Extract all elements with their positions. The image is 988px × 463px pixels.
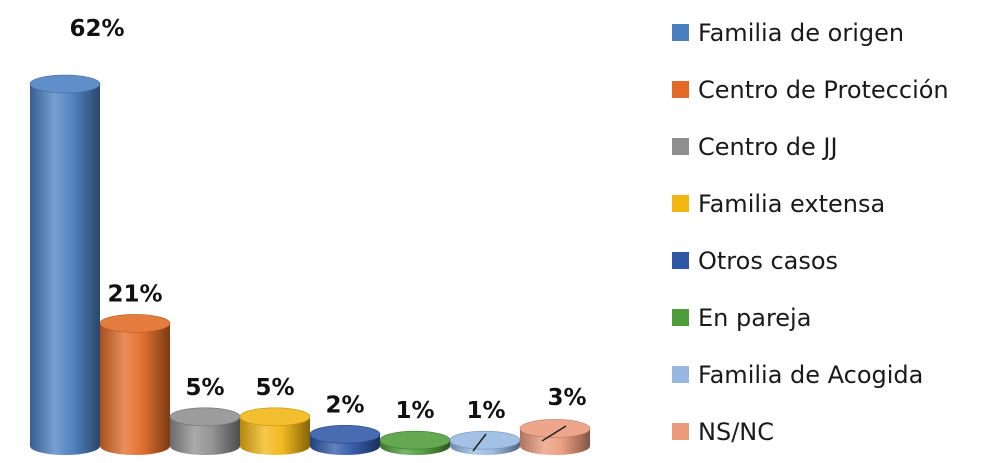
bar-top-centro-de-proteccion <box>99 314 171 333</box>
bar-top-familia-de-acogida <box>449 430 521 450</box>
legend-label: En pareja <box>698 303 812 332</box>
data-label-en-pareja: 1% <box>395 398 434 424</box>
data-label-centro-de-jj: 5% <box>185 375 224 401</box>
legend-label: Familia extensa <box>698 189 886 218</box>
data-label-familia-de-acogida: 1% <box>466 398 505 424</box>
legend-item-centro-de-jj: Centro de JJ <box>672 118 949 175</box>
legend-swatch <box>672 252 689 269</box>
bars <box>29 74 591 455</box>
legend-swatch <box>672 366 689 383</box>
legend-swatch <box>672 24 689 41</box>
bar-top-familia-extensa <box>239 407 311 427</box>
legend-swatch <box>672 423 689 440</box>
bar-top-en-pareja <box>379 430 451 450</box>
bar-familia-extensa <box>240 416 310 455</box>
legend-label: Familia de Acogida <box>698 360 924 389</box>
bar-centro-de-jj <box>170 416 240 455</box>
bar-top-centro-de-jj <box>169 407 241 427</box>
legend-swatch <box>672 195 689 212</box>
legend-item-familia-extensa: Familia extensa <box>672 175 949 232</box>
legend-swatch <box>672 81 689 98</box>
bar-top-familia-de-origen <box>29 74 101 94</box>
legend-item-familia-de-acogida: Familia de Acogida <box>672 346 949 403</box>
bar-centro-de-proteccion <box>100 323 170 455</box>
data-label-familia-extensa: 5% <box>255 375 294 401</box>
bar-top-ns-nc <box>519 419 591 438</box>
data-label-familia-de-origen: 62% <box>69 16 124 42</box>
legend-label: Familia de origen <box>698 18 905 47</box>
legend-label: Centro de Protección <box>698 75 949 104</box>
leader-line-familia-de-acogida <box>472 433 487 452</box>
data-label-ns-nc: 3% <box>547 385 586 411</box>
legend: Familia de origen Centro de Protección Cen… <box>672 4 949 460</box>
legend-label: Otros casos <box>698 246 839 275</box>
legend-item-familia-de-origen: Familia de origen <box>672 4 949 61</box>
bar-top-otros-casos <box>309 425 381 444</box>
legend-item-otros-casos: Otros casos <box>672 232 949 289</box>
bar-familia-de-origen <box>30 84 100 455</box>
legend-item-en-pareja: En pareja <box>672 289 949 346</box>
legend-item-ns-nc: NS/NC <box>672 403 949 460</box>
legend-label: NS/NC <box>698 417 774 446</box>
bar-chart: 62% 21% 5% 5% 2% 1% 1% 3% <box>29 16 591 455</box>
legend-label: Centro de JJ <box>698 132 838 161</box>
legend-swatch <box>672 138 689 155</box>
data-label-otros-casos: 2% <box>325 392 364 418</box>
data-labels: 62% 21% 5% 5% 2% 1% 1% 3% <box>69 16 587 452</box>
leader-line-ns-nc <box>541 425 567 442</box>
legend-item-centro-de-proteccion: Centro de Protección <box>672 61 949 118</box>
legend-swatch <box>672 309 689 326</box>
data-label-centro-de-proteccion: 21% <box>107 281 162 307</box>
